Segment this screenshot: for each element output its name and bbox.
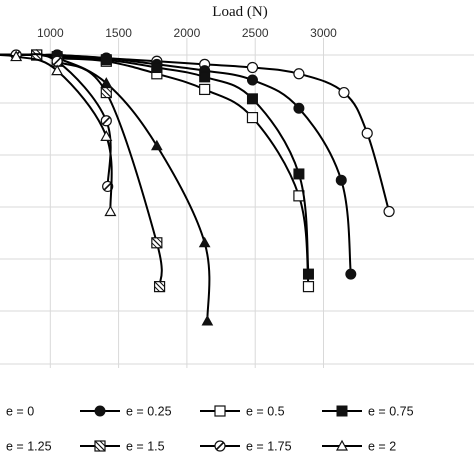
data-point [246, 93, 258, 105]
data-point [100, 86, 112, 99]
legend-label: e = 2 [368, 440, 396, 454]
legend-marker [335, 439, 349, 451]
data-point [246, 111, 259, 124]
legend-label: e = 1.5 [126, 440, 165, 454]
data-point [151, 62, 163, 74]
x-tick-label: 1500 [105, 26, 132, 40]
data-point [199, 71, 211, 83]
series-line [0, 53, 310, 287]
legend-marker [214, 440, 226, 452]
data-point [151, 237, 163, 249]
data-point [100, 54, 112, 66]
legend-item: e = 0.5 [200, 405, 285, 419]
data-point [199, 83, 211, 96]
series-e-2 [0, 50, 117, 217]
data-point [293, 68, 305, 80]
data-point [102, 180, 114, 193]
legend-marker [94, 405, 106, 417]
data-point [104, 205, 117, 217]
series-line [0, 53, 352, 275]
x-tick-label: 1000 [37, 26, 64, 40]
series-group [0, 48, 395, 326]
x-tick-label: 2000 [174, 26, 201, 40]
data-point [335, 174, 347, 186]
data-point [345, 268, 357, 280]
legend-label: e = 1.75 [246, 440, 292, 454]
series-line [0, 53, 391, 212]
legend-label: e = 0.75 [368, 405, 414, 419]
legend-item: e = 1.25 [6, 440, 52, 454]
legend-item: e = 0.25 [80, 405, 172, 419]
legend-item: e = 1.5 [80, 440, 165, 454]
data-point [100, 130, 113, 141]
series-line [0, 53, 113, 212]
x-tick-labels: 50010001500200025003000 [37, 26, 337, 40]
data-point [293, 102, 305, 114]
data-point [153, 281, 166, 293]
legend-marker [336, 405, 348, 417]
legend-marker [94, 440, 106, 452]
legend-item: e = 0 [6, 405, 34, 419]
legend-label: e = 0.5 [246, 405, 285, 419]
data-point [361, 127, 373, 139]
legend-item: e = 0.75 [322, 405, 414, 419]
series-line [0, 53, 163, 287]
data-point [198, 236, 211, 248]
data-point [246, 61, 259, 74]
data-point [338, 86, 350, 99]
legend-marker [214, 405, 226, 417]
series-e-1-5 [0, 49, 166, 293]
legend-label: e = 0 [6, 405, 34, 419]
data-point [100, 115, 112, 127]
grid [0, 38, 474, 368]
legend-label: e = 0.25 [126, 405, 172, 419]
data-point [383, 205, 395, 218]
x-axis-title: Load (N) [212, 4, 267, 20]
x-tick-label: 3000 [310, 26, 337, 40]
data-point [302, 281, 315, 293]
series-e-0-25 [0, 49, 357, 280]
x-tick-label: 2500 [242, 26, 269, 40]
legend: e = 0 e = 0.25 e = 0.5 e = 0.75 e = 1.25 e = … [6, 405, 414, 454]
data-point [201, 315, 214, 326]
data-point [302, 268, 314, 280]
data-point [246, 74, 258, 86]
data-point [10, 50, 23, 62]
data-point [150, 139, 163, 151]
data-point [51, 64, 64, 76]
legend-item: e = 2 [322, 440, 396, 454]
legend-label: e = 1.25 [6, 440, 52, 454]
data-point [293, 168, 305, 180]
legend-item: e = 1.75 [200, 440, 292, 454]
